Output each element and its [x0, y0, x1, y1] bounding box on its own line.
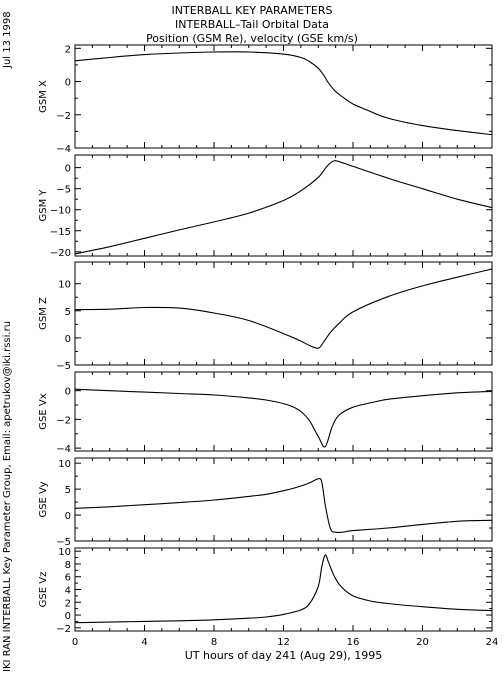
y-tick-label: −10: [50, 206, 71, 217]
y-tick-label: −5: [56, 361, 71, 372]
y-tick-label: −2: [56, 624, 71, 635]
y-tick-label: 8: [65, 560, 71, 571]
panel-frame: [74, 261, 493, 366]
x-tick-label: 16: [347, 637, 360, 648]
y-tick-label: −20: [50, 248, 71, 259]
y-tick-label: 0: [65, 387, 71, 398]
y-tick-label: 4: [65, 586, 71, 597]
y-tick-label: 5: [65, 485, 71, 496]
y-tick-label: 10: [58, 547, 71, 558]
y-tick-label: −2: [56, 415, 71, 426]
x-tick-label: 20: [416, 637, 429, 648]
header-description: Position (GSM Re), velocity (GSE km/s): [146, 32, 358, 45]
series-line: [74, 268, 493, 349]
y-axis-label: GSE Vz: [38, 572, 49, 608]
series-line: [74, 477, 493, 534]
y-tick-label: −5: [56, 537, 71, 548]
y-tick-label: 0: [65, 334, 71, 345]
y-tick-label: 6: [65, 573, 71, 584]
y-tick-label: 10: [58, 280, 71, 291]
y-tick-label: −5: [56, 185, 71, 196]
y-axis-label: GSM Z: [38, 297, 49, 330]
x-tick-label: 4: [141, 637, 147, 648]
header-title: INTERBALL KEY PARAMETERS: [171, 4, 333, 17]
panel-frame: [74, 44, 493, 149]
x-tick-label: 24: [486, 637, 499, 648]
header-subtitle: INTERBALL–Tail Orbital Data: [175, 18, 329, 31]
series-line: [74, 160, 493, 255]
y-tick-label: 2: [65, 598, 71, 609]
panel-frame: [74, 547, 493, 632]
y-tick-label: −2: [56, 111, 71, 122]
x-tick-label: 12: [277, 637, 290, 648]
y-tick-label: 0: [65, 78, 71, 89]
y-tick-label: −4: [56, 144, 71, 155]
y-axis-label: GSM Y: [38, 189, 49, 222]
x-axis-label: UT hours of day 241 (Aug 29), 1995: [185, 649, 383, 662]
y-tick-label: 0: [65, 611, 71, 622]
y-axis-label: GSE Vy: [38, 481, 49, 517]
series-line: [74, 388, 493, 448]
x-tick-label: 0: [72, 637, 78, 648]
y-tick-label: 0: [65, 511, 71, 522]
series-line: [74, 51, 493, 136]
series-line: [74, 554, 493, 624]
y-tick-label: −15: [50, 227, 71, 238]
y-tick-label: 10: [58, 459, 71, 470]
panel-frame: [74, 457, 493, 542]
y-axis-label: GSE Vx: [38, 393, 49, 429]
y-tick-label: −4: [56, 444, 71, 455]
y-tick-label: 0: [65, 164, 71, 175]
y-axis-label: GSM X: [38, 80, 49, 113]
panel-frame: [74, 154, 493, 257]
x-tick-label: 8: [211, 637, 217, 648]
panel-frame: [74, 371, 493, 452]
y-tick-label: 5: [65, 307, 71, 318]
y-tick-label: 2: [65, 44, 71, 55]
